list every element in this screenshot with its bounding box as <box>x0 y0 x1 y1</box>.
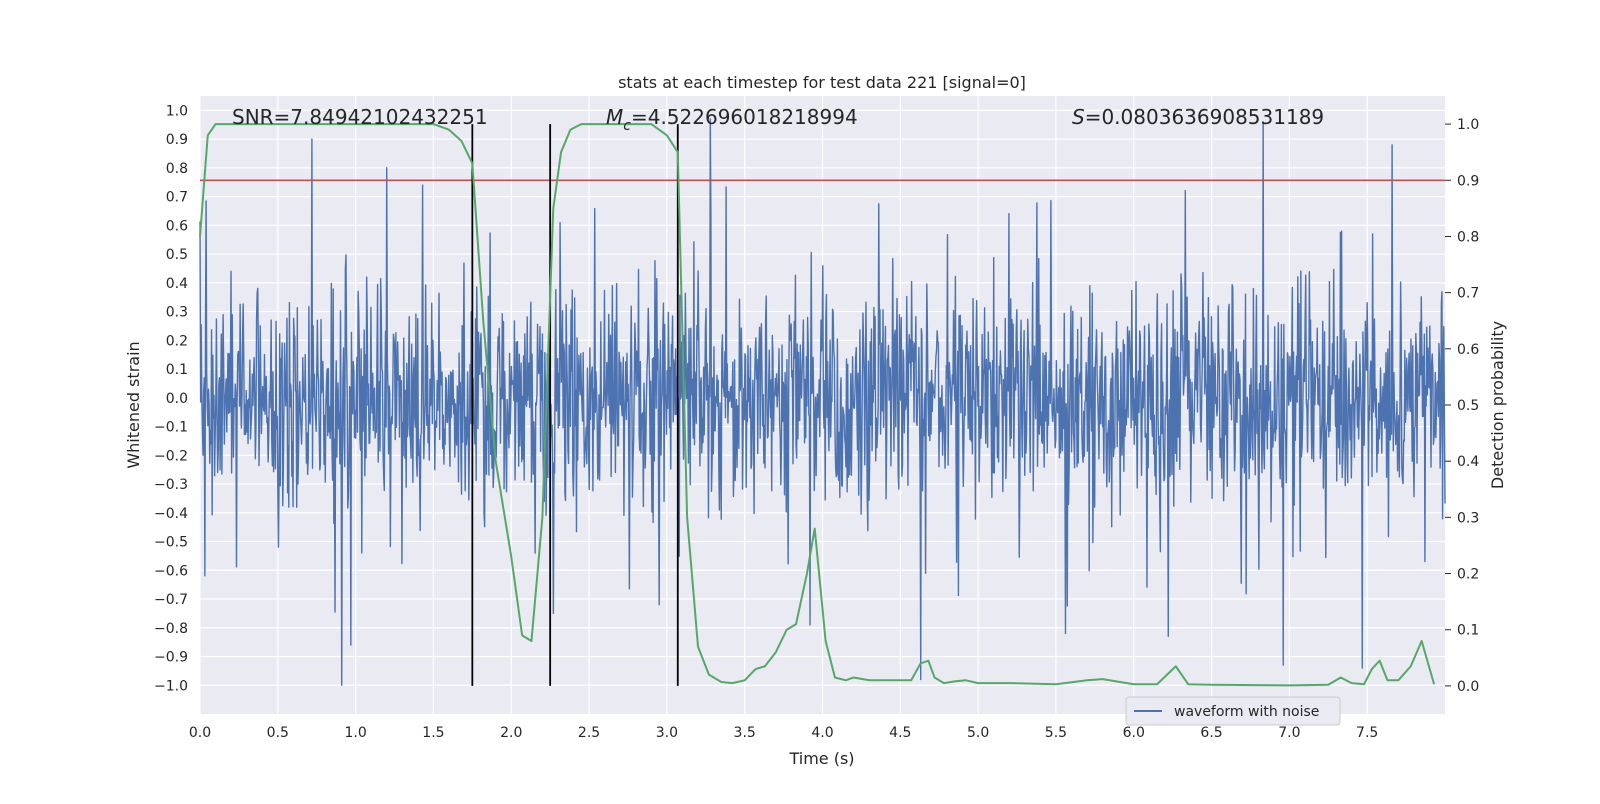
y-right-tick-label: 1.0 <box>1457 117 1479 133</box>
y-left-tick-label: −0.6 <box>154 563 188 579</box>
y-right-tick-label: 0.8 <box>1457 229 1479 245</box>
x-tick-label: 1.0 <box>344 725 366 741</box>
x-axis-label: Time (s) <box>788 749 854 768</box>
y-left-tick-label: −0.8 <box>154 621 188 637</box>
y-left-tick-label: 1.0 <box>166 103 188 119</box>
y-right-tick-label: 0.5 <box>1457 398 1479 414</box>
y-left-tick-label: 0.9 <box>166 132 188 148</box>
y-left-tick-label: −1.0 <box>154 678 188 694</box>
y-right-tick-label: 0.0 <box>1457 679 1479 695</box>
y-left-tick-label: −0.5 <box>154 535 188 551</box>
x-tick-label: 1.5 <box>422 725 444 741</box>
y-right-tick-label: 0.4 <box>1457 454 1479 470</box>
s-value: =0.0803636908531189 <box>1085 105 1324 129</box>
x-tick-label: 5.5 <box>1045 725 1067 741</box>
s-annotation: S=0.0803636908531189 <box>1072 105 1324 129</box>
chirp-mass-annotation: Mc=4.522696018218994 <box>606 105 858 134</box>
y-right-tick-labels: 1.0 0.9 0.8 0.7 0.6 0.5 0.4 0.3 0.2 0.1 0.0 <box>1445 117 1479 695</box>
x-tick-label: 4.5 <box>889 725 911 741</box>
x-tick-label: 6.5 <box>1200 725 1222 741</box>
legend: waveform with noise <box>1125 696 1341 726</box>
chart-title: stats at each timestep for test data 221… <box>618 73 1026 92</box>
chirp-mass-symbol: M <box>606 105 623 129</box>
y-left-tick-label: 0.4 <box>166 276 188 292</box>
y-left-tick-label: 0.8 <box>166 161 188 177</box>
waveform-series <box>199 118 1446 686</box>
y-left-tick-label: −0.1 <box>154 420 188 436</box>
s-symbol: S <box>1072 105 1085 129</box>
y-left-axis-label: Whitened strain <box>124 341 143 468</box>
y-left-tick-label: 0.0 <box>166 391 188 407</box>
y-left-tick-label: −0.4 <box>154 506 188 522</box>
y-left-tick-label: 0.2 <box>166 333 188 349</box>
y-left-tick-labels: 1.0 0.9 0.8 0.7 0.6 0.5 0.4 0.3 0.2 0.1 0.0 −0.1 −0.… <box>154 103 188 694</box>
x-tick-label: 7.0 <box>1278 725 1300 741</box>
x-tick-label: 6.0 <box>1123 725 1145 741</box>
x-tick-label: 5.0 <box>967 725 989 741</box>
waveform-line <box>199 118 1446 686</box>
y-left-tick-label: 0.5 <box>166 247 188 263</box>
y-right-tick-label: 0.9 <box>1457 173 1479 189</box>
legend-label: waveform with noise <box>1174 704 1319 720</box>
detection-probability-line <box>199 123 1436 687</box>
x-tick-label: 2.0 <box>500 725 522 741</box>
x-tick-label: 7.5 <box>1356 725 1378 741</box>
y-right-axis-label: Detection probability <box>1488 321 1507 489</box>
x-tick-label: 3.0 <box>656 725 678 741</box>
x-tick-label: 3.5 <box>734 725 756 741</box>
snr-annotation: SNR=7.84942102432251 <box>232 105 488 129</box>
y-left-tick-label: −0.7 <box>154 592 188 608</box>
x-tick-label: 2.5 <box>578 725 600 741</box>
y-right-tick-label: 0.6 <box>1457 342 1479 358</box>
y-right-tick-label: 0.2 <box>1457 567 1479 583</box>
y-left-tick-label: −0.9 <box>154 650 188 666</box>
legend-box <box>1125 696 1341 726</box>
x-tick-labels: 0.0 0.5 1.0 1.5 2.0 2.5 3.0 3.5 4.0 4.5 5.0 5.5 6.0 6… <box>189 725 1378 741</box>
y-right-tick-label: 0.3 <box>1457 510 1479 526</box>
y-left-tick-label: 0.1 <box>166 362 188 378</box>
y-left-tick-label: 0.3 <box>166 305 188 321</box>
y-right-tick-label: 0.7 <box>1457 286 1479 302</box>
chirp-mass-value: =4.522696018218994 <box>631 105 858 129</box>
vertical-markers <box>471 124 679 686</box>
y-left-tick-label: 0.7 <box>166 190 188 206</box>
y-left-tick-label: −0.3 <box>154 477 188 493</box>
x-tick-label: 4.0 <box>811 725 833 741</box>
y-left-tick-label: −0.2 <box>154 448 188 464</box>
chirp-mass-subscript: c <box>623 118 631 134</box>
y-right-tick-label: 0.1 <box>1457 623 1479 639</box>
x-tick-label: 0.0 <box>189 725 211 741</box>
x-tick-label: 0.5 <box>267 725 289 741</box>
y-left-tick-label: 0.6 <box>166 218 188 234</box>
